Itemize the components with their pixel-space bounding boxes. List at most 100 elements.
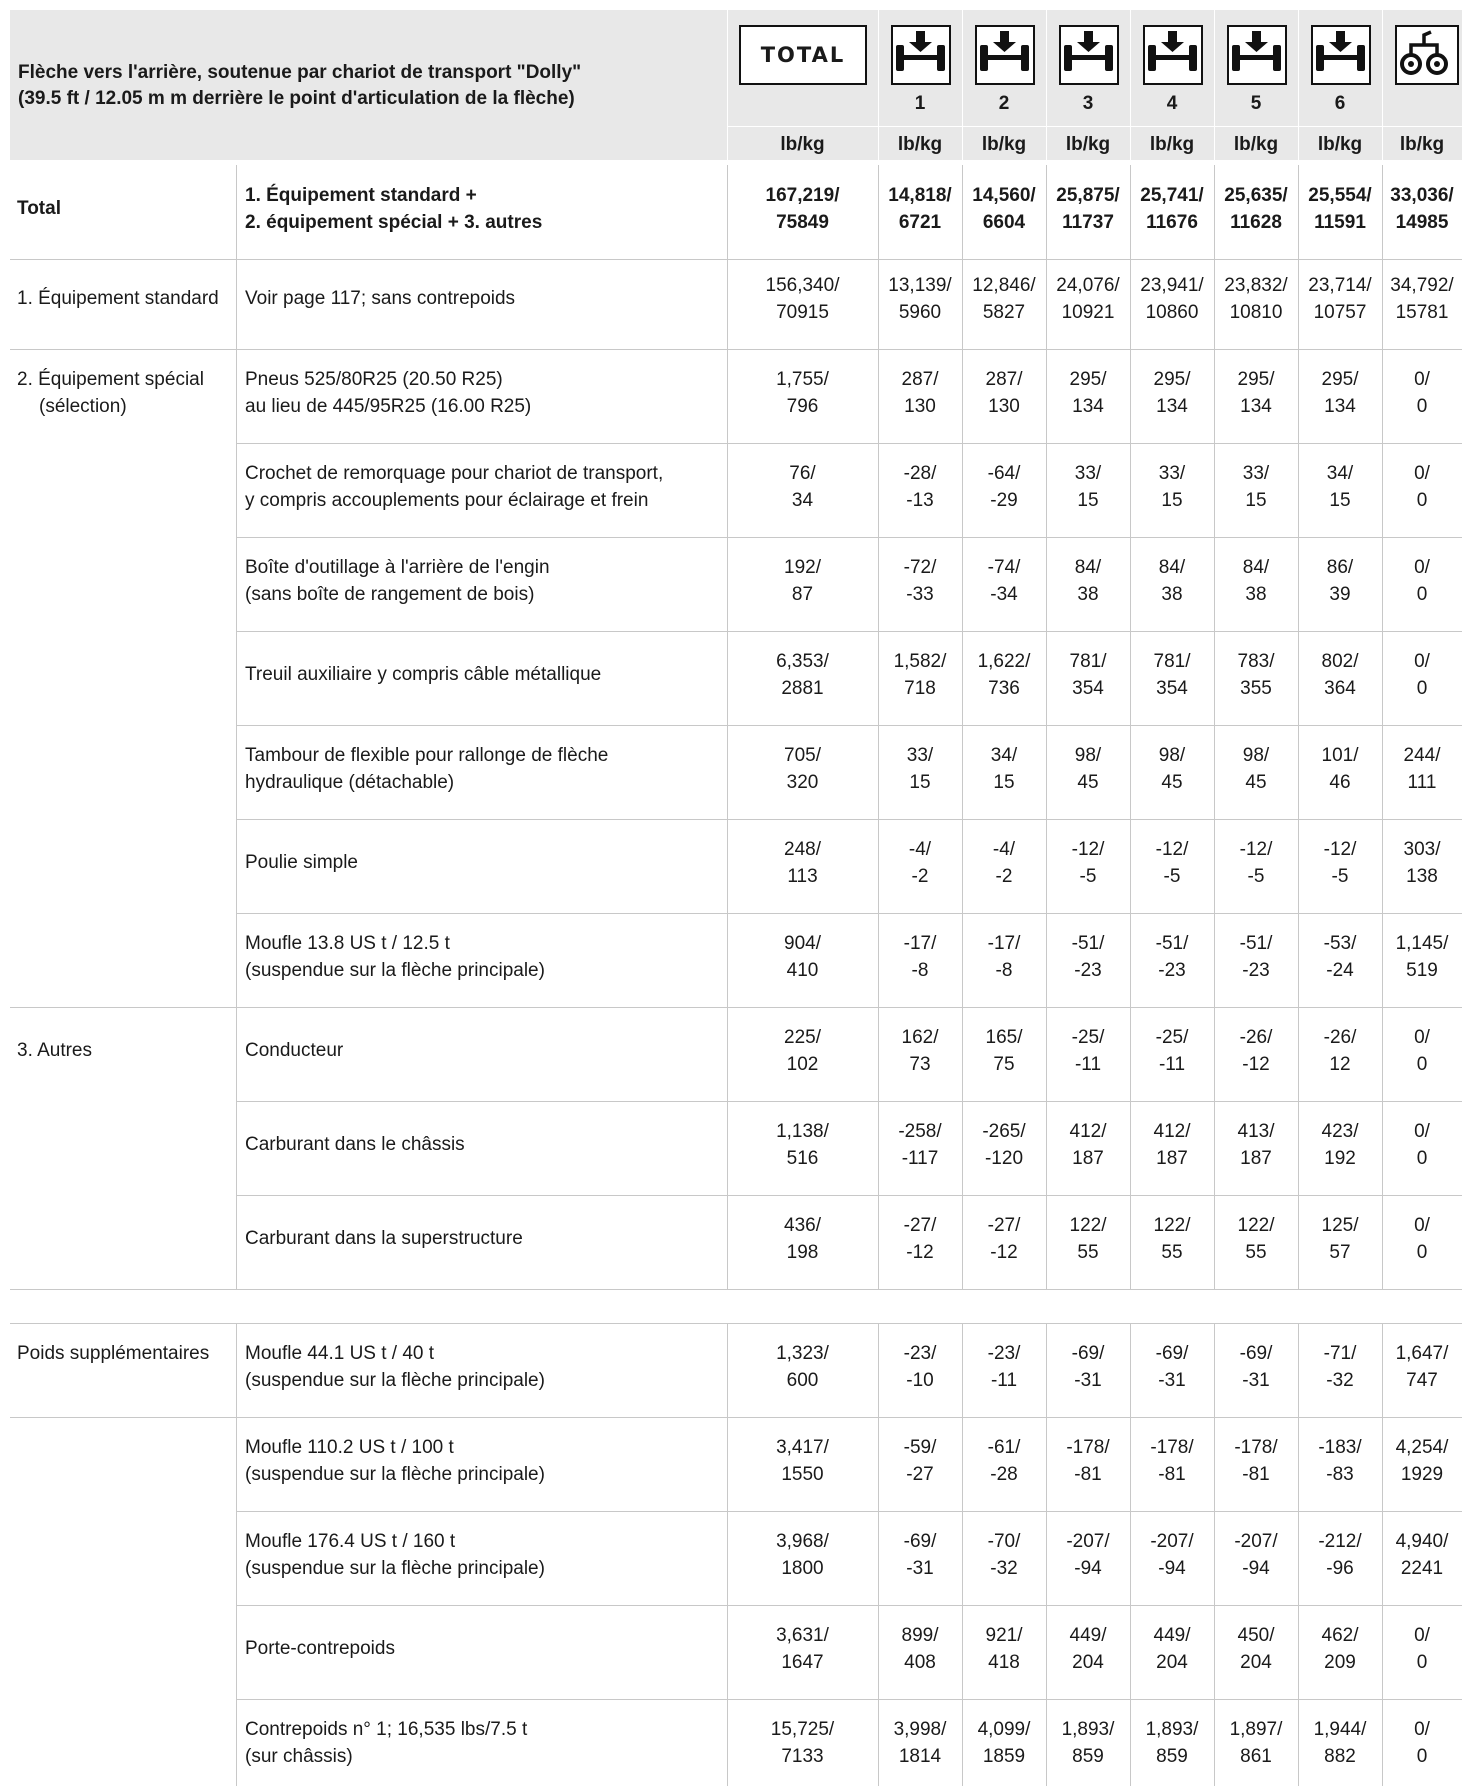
weight-kg: -11 (1158, 1054, 1186, 1075)
description-line: Carburant dans le châssis (245, 1134, 465, 1155)
weight-kg: 10921 (1061, 302, 1115, 323)
weight-lb: -59/ (903, 1437, 937, 1458)
unit-label: lb/kg (780, 134, 825, 155)
weight-kg: -23 (1242, 960, 1270, 981)
weight-lb: 4,940/ (1395, 1531, 1449, 1552)
weight-lb: 12,846/ (972, 275, 1036, 296)
row-divider (236, 631, 1462, 632)
weight-kg: 45 (1245, 772, 1267, 793)
weight-lb: -51/ (1155, 933, 1189, 954)
weight-lb: 1,897/ (1229, 1719, 1283, 1740)
weight-value-cell: -69/ -31 (1214, 1340, 1298, 1394)
weight-lb: 4,254/ (1395, 1437, 1449, 1458)
weight-value-cell: 33/15 (1130, 460, 1214, 514)
unit-label: lb/kg (981, 134, 1027, 155)
weight-lb: -61/ (987, 1437, 1021, 1458)
weight-value-cell: -27/ -12 (878, 1212, 962, 1266)
weight-lb: 0/ (1414, 463, 1430, 484)
weight-lb: 14,560/ (972, 185, 1036, 206)
unit-label: lb/kg (1317, 134, 1363, 155)
weight-lb: 33,036/ (1390, 185, 1454, 206)
description-line: (suspendue sur la flèche principale) (245, 960, 545, 981)
weight-value-cell: -71/ -32 (1298, 1340, 1382, 1394)
weight-kg: -23 (1158, 960, 1186, 981)
weight-kg: 1647 (781, 1652, 824, 1673)
weight-value-cell: -26/ -12 (1214, 1024, 1298, 1078)
weight-value-cell: 0/0 (1382, 1024, 1462, 1078)
weight-lb: 0/ (1414, 1625, 1430, 1646)
weight-lb: 23,941/ (1140, 275, 1204, 296)
weight-value-cell: 24,076/10921 (1046, 272, 1130, 326)
weight-value-cell: 303/138 (1382, 836, 1462, 890)
weight-value-cell: -207/ -94 (1046, 1528, 1130, 1582)
weight-kg: 38 (1077, 584, 1099, 605)
weight-lb: -27/ (903, 1215, 937, 1236)
weight-value-cell: 3,631/1647 (727, 1622, 878, 1676)
weight-kg: -33 (906, 584, 934, 605)
weight-value-cell: 412/187 (1130, 1118, 1214, 1172)
weight-lb: -23/ (987, 1343, 1021, 1364)
weight-lb: 1,582/ (893, 651, 947, 672)
weight-value-cell: 165/75 (962, 1024, 1046, 1078)
description-line: Moufle 110.2 US t / 100 t (245, 1437, 454, 1458)
weight-kg: 55 (1161, 1242, 1183, 1263)
description-line: Boîte d'outillage à l'arrière de l'engin (245, 557, 550, 578)
weight-value-cell: 122/55 (1130, 1212, 1214, 1266)
weight-value-cell: -51/ -23 (1130, 930, 1214, 984)
weight-lb: -258/ (898, 1121, 942, 1142)
weight-kg: -94 (1158, 1558, 1186, 1579)
axle-3-icon (1059, 25, 1119, 85)
weight-kg: 209 (1324, 1652, 1356, 1673)
weight-lb: 1,944/ (1313, 1719, 1367, 1740)
weight-lb: 122/ (1069, 1215, 1107, 1236)
column-divider (962, 1323, 963, 1786)
weight-value-cell: 781/354 (1046, 648, 1130, 702)
weight-lb: 781/ (1069, 651, 1107, 672)
weight-lb: 244/ (1403, 745, 1441, 766)
weight-lb: 303/ (1403, 839, 1441, 860)
weight-lb: 84/ (1158, 557, 1186, 578)
weight-lb: 1,893/ (1145, 1719, 1199, 1740)
weight-kg: 45 (1077, 772, 1099, 793)
weight-kg: -11 (990, 1370, 1018, 1391)
weight-kg: -12 (906, 1242, 934, 1263)
description-line: 1. Équipement standard + (245, 185, 477, 206)
weight-kg: 718 (904, 678, 936, 699)
weight-kg: -81 (1242, 1464, 1270, 1485)
weight-value-cell: 295/134 (1298, 366, 1382, 420)
weight-kg: 600 (786, 1370, 819, 1391)
weight-kg: 418 (988, 1652, 1020, 1673)
weight-kg: 187 (1072, 1148, 1104, 1169)
row-description: Carburant dans le châssis (245, 1131, 465, 1158)
weight-lb: 287/ (901, 369, 939, 390)
weight-value-cell: -207/ -94 (1214, 1528, 1298, 1582)
weight-value-cell: 125/57 (1298, 1212, 1382, 1266)
weight-value-cell: 783/355 (1214, 648, 1298, 702)
row-description: Contrepoids n° 1; 16,535 lbs/7.5 t (sur c… (245, 1716, 527, 1770)
weight-kg: -12 (990, 1242, 1018, 1263)
weight-kg: 15 (1077, 490, 1099, 511)
axle-6-icon (1311, 25, 1371, 85)
weight-lb: 33/ (1074, 463, 1102, 484)
row-description: 1. Équipement standard + 2. équipement sp… (245, 182, 542, 236)
weight-kg: 11676 (1146, 212, 1198, 233)
weight-value-cell: -17/ -8 (878, 930, 962, 984)
weight-value-cell: 423/192 (1298, 1118, 1382, 1172)
weight-lb: 84/ (1242, 557, 1270, 578)
weight-lb: 33/ (1242, 463, 1270, 484)
row-category: Poids supplémentaires (17, 1340, 209, 1367)
weight-lb: 0/ (1414, 1215, 1430, 1236)
axle-2-icon (975, 25, 1035, 85)
description-line: (suspendue sur la flèche principale) (245, 1558, 545, 1579)
weight-lb: 1,323/ (776, 1343, 829, 1364)
weight-lb: -207/ (1066, 1531, 1110, 1552)
weight-lb: 899/ (901, 1625, 939, 1646)
column-divider (236, 1323, 237, 1786)
weight-lb: 98/ (1242, 745, 1270, 766)
category-line: 3. Autres (17, 1040, 92, 1061)
weight-kg: 0 (1416, 678, 1428, 699)
weight-kg: 134 (1156, 396, 1188, 417)
weight-value-cell: 25,635/11628 (1214, 182, 1298, 236)
weight-lb: 86/ (1326, 557, 1354, 578)
weight-kg: 10810 (1229, 302, 1283, 323)
